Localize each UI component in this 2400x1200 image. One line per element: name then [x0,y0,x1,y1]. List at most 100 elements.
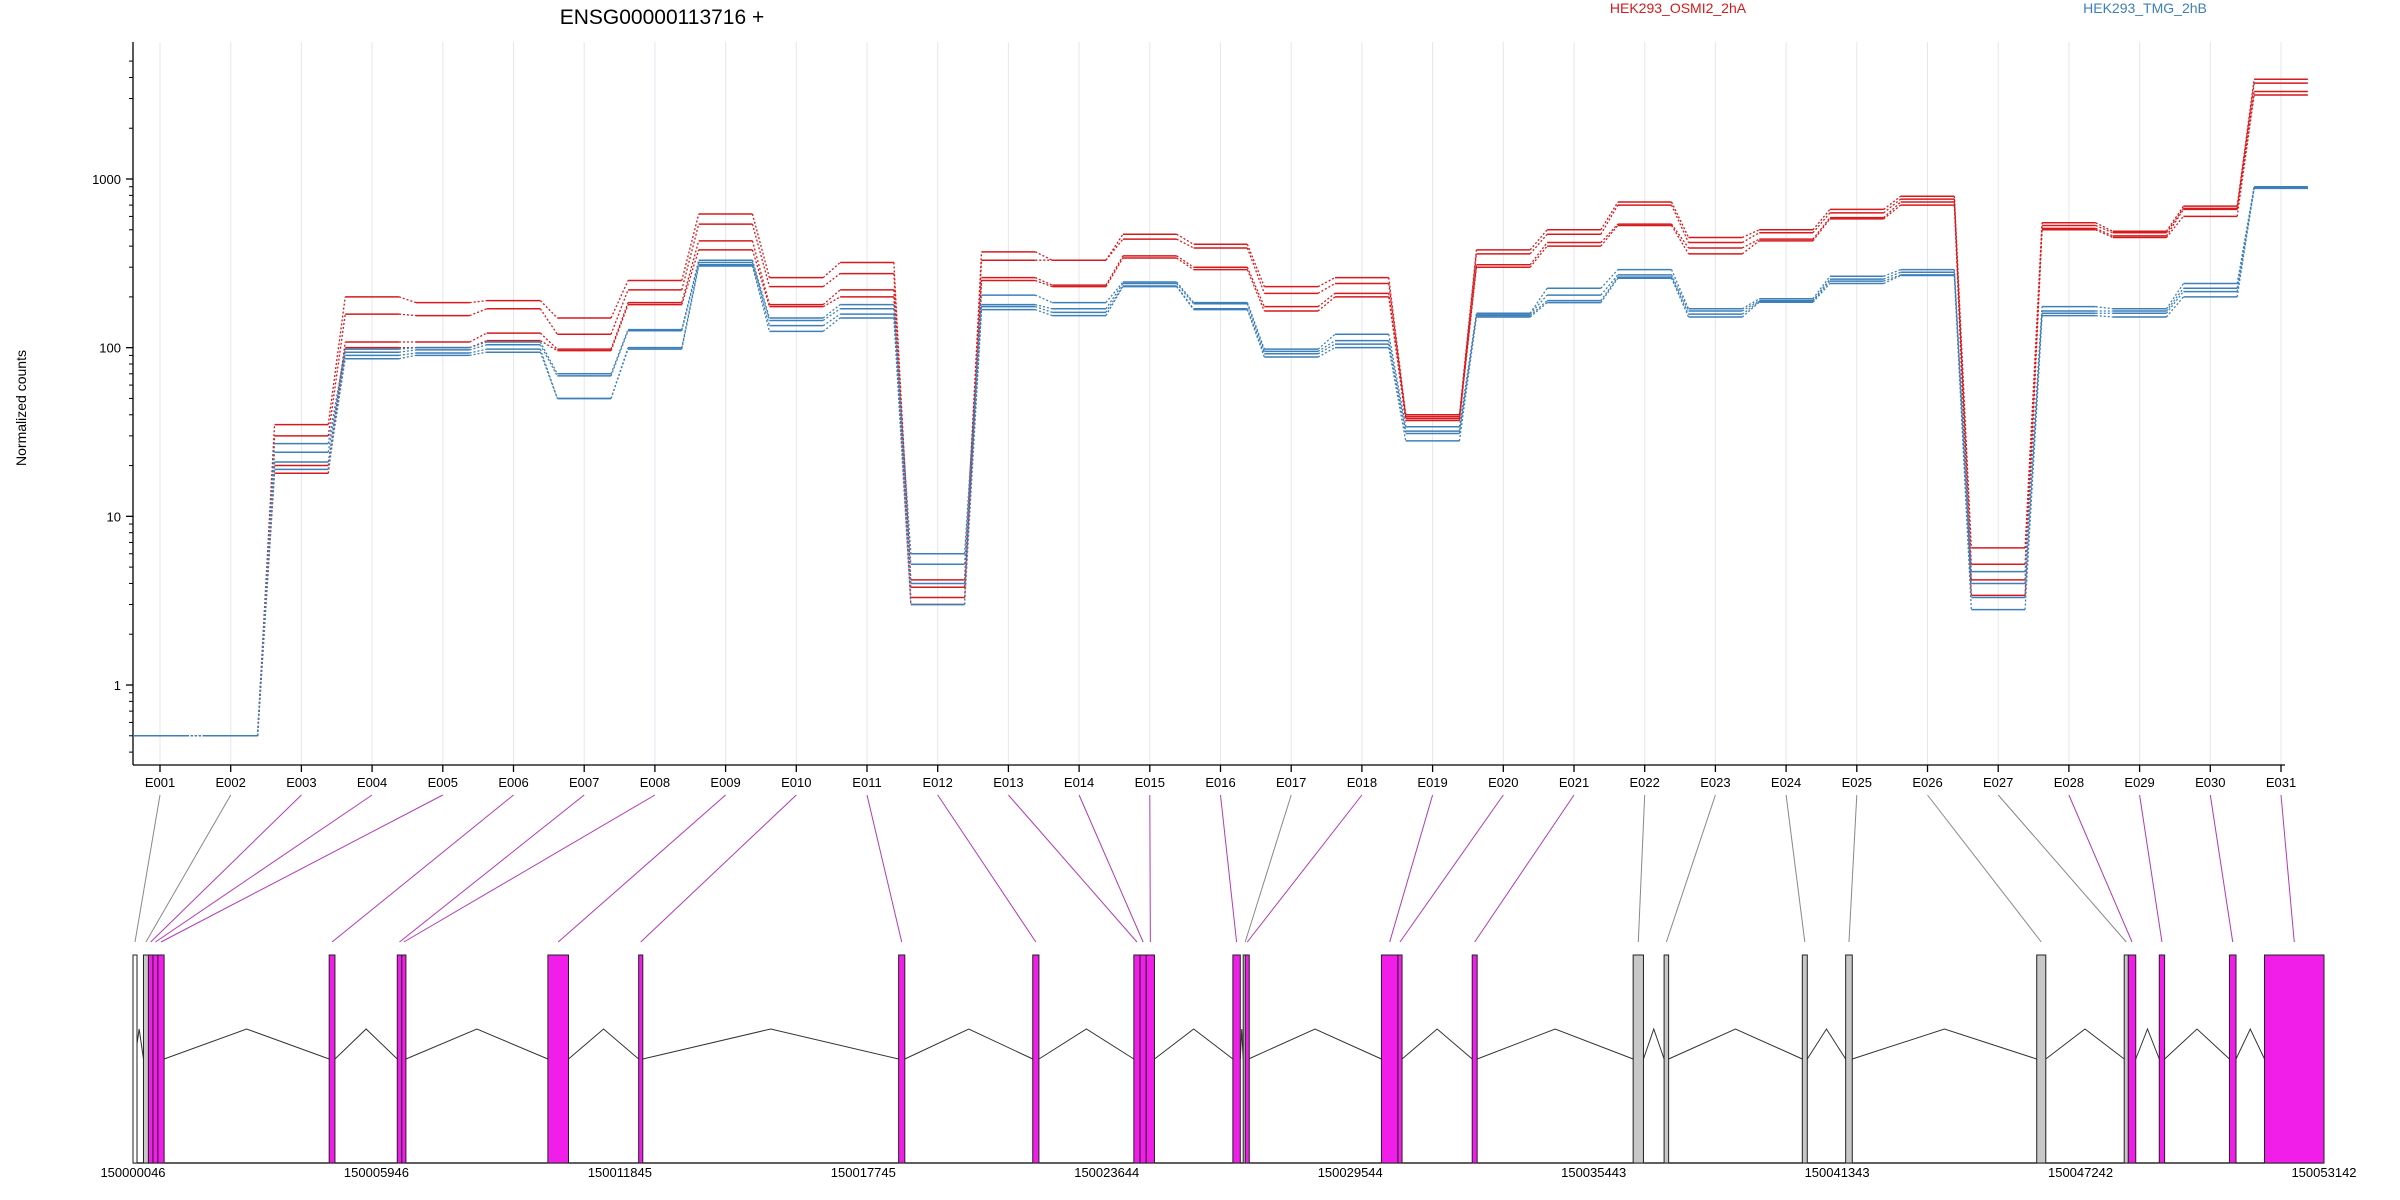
series-transition [1105,257,1124,287]
x-tick-label-E007: E007 [569,775,599,790]
series-transition [1812,283,1831,303]
series-transition [256,473,276,736]
connector-E018 [1246,794,1363,943]
series-transition [1600,204,1619,235]
series-transition [681,223,700,291]
exon-box-E023 [1663,954,1670,1164]
series-line-4 [133,94,2308,737]
series-transition [893,296,912,605]
x-tick-label-E020: E020 [1488,775,1518,790]
series-transition [1246,308,1265,355]
series-transition [1883,195,1902,210]
series-transition [1953,202,1972,580]
series-transition [1812,280,1831,302]
series-transition [1741,238,1760,249]
series-transition [822,273,841,288]
series-transition [469,332,487,343]
exon-box-E004 [152,954,159,1164]
series-transition [1035,294,1053,304]
series-transition [1600,223,1619,243]
exon-box-E031 [2263,954,2325,1164]
x-tick-label-E030: E030 [2195,775,2225,790]
x-tick-label-E012: E012 [923,775,953,790]
series-transition [256,469,276,736]
series-transition [751,262,771,321]
connector-E025 [1848,794,1858,943]
x-tick-label-E031: E031 [2266,775,2296,790]
series-transition [1034,251,1053,261]
series-transition [539,351,558,399]
series-transition [751,223,771,287]
x-tick-label-E011: E011 [852,775,881,790]
series-transition [1317,282,1336,294]
connector-E016 [1220,794,1238,943]
series-transition [469,348,487,354]
chart-title: ENSG00000113716 + [560,6,765,29]
series-transition [822,261,841,279]
connector-E011 [866,794,903,943]
exon-box-E025 [1845,954,1853,1164]
series-transition [1529,300,1548,317]
connector-E009 [557,794,726,943]
exon-box-E012 [1032,954,1040,1164]
series-transition [1105,283,1124,310]
series-transition [327,314,346,436]
connector-E022 [1637,794,1646,943]
series-transition [2095,229,2114,239]
x-tick-label-E003: E003 [286,775,316,790]
x-tick-label-E019: E019 [1417,775,1447,790]
gene-tick-label: 150035443 [1561,1165,1626,1180]
series-transition [1812,217,1831,240]
exon-box-E030 [2228,954,2237,1164]
series-transition [1317,296,1336,312]
series-transition [539,348,558,399]
series-transition [2236,94,2255,217]
series-transition [822,313,841,327]
series-transition [2095,314,2113,318]
intron-line [1476,1028,1634,1060]
connector-E024 [1785,794,1806,943]
series-transition [1176,257,1195,271]
series-transition [2024,310,2043,584]
connector-E004 [155,794,373,943]
intron-line [568,1028,639,1060]
series-transition [1317,340,1336,352]
intron-line [1806,1028,1847,1060]
series-transition [2165,291,2184,314]
y-tick-label-100: 100 [99,341,121,356]
series-transition [540,340,558,352]
series-transition [1600,274,1619,296]
intron-line [2235,1027,2265,1060]
series-transition [2095,227,2113,237]
connector-E001 [134,794,161,943]
series-transition [1035,279,1053,288]
connector-E027 [1997,794,2127,943]
x-tick-label-E027: E027 [1983,775,2013,790]
series-transition [963,309,983,605]
series-transition [1883,274,1901,285]
y-tick-label-1: 1 [114,678,121,693]
x-tick-label-E024: E024 [1771,775,1801,790]
series-transition [1529,245,1548,268]
series-transition [398,296,417,304]
series-transition [1670,204,1690,243]
gene-tick-label: 150023644 [1074,1165,1139,1180]
series-transition [1670,269,1690,310]
series-transition [610,280,629,319]
x-tick-label-E001: E001 [145,775,175,790]
exon-box-E018 [1244,954,1250,1164]
series-transition [1600,225,1619,247]
series-transition [1812,275,1831,300]
connector-E029 [2139,794,2163,943]
series-transition [1671,225,1690,255]
gene-tick-label: 150041343 [1805,1165,1870,1180]
series-transition [1812,218,1831,242]
series-transition [1741,232,1760,244]
series-transition [1741,240,1760,255]
series-transition [1600,201,1619,231]
exon-box-E027 [2123,954,2129,1164]
series-transition [1600,277,1619,303]
intron-line [1248,1028,1382,1060]
series-transition [2165,283,2184,310]
series-transition [2165,296,2184,318]
